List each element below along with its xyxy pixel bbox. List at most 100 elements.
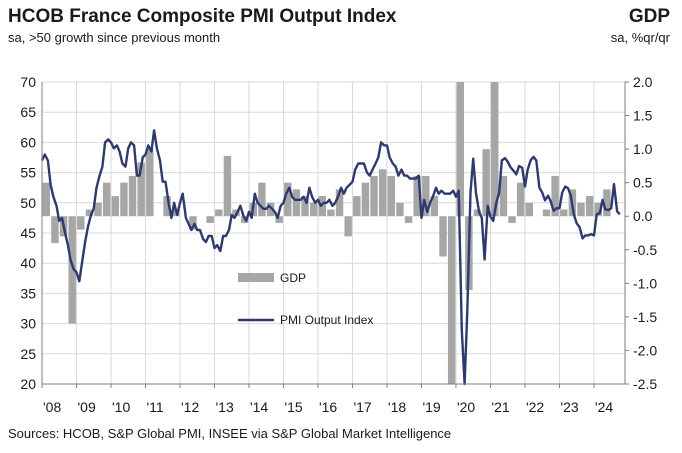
gdp-bar xyxy=(396,202,404,217)
legend-label-pmi: PMI Output Index xyxy=(280,313,373,327)
gdp-bar xyxy=(318,196,327,217)
gdp-bar xyxy=(68,216,76,324)
gdp-bar xyxy=(551,175,559,217)
gdp-bar xyxy=(577,202,585,217)
gdp-bar xyxy=(439,216,447,257)
left-tick-label: 35 xyxy=(20,285,36,301)
gdp-bar xyxy=(128,175,137,217)
gdp-bar xyxy=(275,216,283,223)
gdp-bar xyxy=(430,196,439,217)
gdp-bar xyxy=(189,216,197,230)
chart-subtitle: sa, >50 growth since previous month xyxy=(8,30,221,45)
gdp-bar xyxy=(378,169,387,217)
gdp-bar xyxy=(327,209,335,217)
gdp-bar xyxy=(266,202,275,217)
x-tick-label: '11 xyxy=(146,399,163,415)
gdp-bar xyxy=(102,182,111,217)
gdp-bar xyxy=(223,155,232,217)
gdp-bar xyxy=(77,216,85,230)
gdp-bar xyxy=(42,182,51,217)
gdp-bar xyxy=(370,175,378,217)
gdp-bar xyxy=(206,216,214,223)
gridlines xyxy=(41,81,625,385)
right-tick-label: 0.0 xyxy=(633,208,653,224)
gdp-bar xyxy=(482,149,490,217)
x-tick-label: '15 xyxy=(284,399,302,415)
x-tick-label: '17 xyxy=(353,399,371,415)
gdp-bar xyxy=(111,196,120,217)
legend-label-gdp: GDP xyxy=(280,271,306,285)
gdp-bar xyxy=(146,149,154,217)
left-tick-label: 50 xyxy=(20,195,36,211)
gdp-bar xyxy=(499,175,508,217)
gdp-bar xyxy=(585,196,594,217)
left-tick-label: 55 xyxy=(20,165,36,181)
right-tick-label: 1.0 xyxy=(633,141,653,157)
gdp-bar xyxy=(387,175,395,217)
right-tick-label: -2.5 xyxy=(633,376,657,392)
axes: 20 25 30 35 40 45 50 55 60 65 70 2.0 1.5 1.0 0.5 0.0 -0.… xyxy=(20,74,657,415)
gdp-bar xyxy=(516,182,525,217)
gdp-bar xyxy=(309,202,318,217)
x-tick-label: '21 xyxy=(491,399,509,415)
right-tick-label: -0.5 xyxy=(633,242,657,258)
x-tick-label: '23 xyxy=(560,399,578,415)
x-tick-label: '19 xyxy=(422,399,440,415)
gdp-bar xyxy=(560,209,568,217)
x-tick-label: '13 xyxy=(215,399,233,415)
pmi-line-layer xyxy=(40,129,621,386)
source-note: Sources: HCOB, S&P Global PMI, INSEE via… xyxy=(8,426,452,441)
legend: GDP PMI Output Index xyxy=(238,271,373,327)
gdp-bar xyxy=(594,202,602,217)
x-tick-label: '16 xyxy=(319,399,337,415)
right-tick-label: -1.0 xyxy=(633,275,657,291)
pmi-line xyxy=(40,129,621,386)
gdp-bar xyxy=(525,202,533,217)
x-tick-label: '24 xyxy=(595,399,613,415)
gdp-bar xyxy=(542,209,551,217)
gdp-bar xyxy=(85,209,94,217)
x-tick-label: '08 xyxy=(43,399,61,415)
gdp-bar xyxy=(120,182,128,217)
x-tick-label: '09 xyxy=(77,399,95,415)
right-tick-label: 1.5 xyxy=(633,108,653,124)
left-tick-label: 45 xyxy=(20,225,36,241)
gdp-bar xyxy=(94,202,102,217)
gdp-bar xyxy=(335,189,344,217)
legend-swatch-gdp xyxy=(238,273,274,282)
right-axis-subtitle: sa, %qr/qr xyxy=(610,30,670,45)
gdp-bar xyxy=(413,175,421,217)
gdp-bar xyxy=(491,82,499,217)
gdp-bar xyxy=(284,182,292,217)
gdp-bar xyxy=(361,182,370,217)
right-tick-label: -1.5 xyxy=(633,309,657,325)
gdp-bar xyxy=(353,196,361,217)
gdp-bar xyxy=(344,216,352,237)
x-tick-label: '22 xyxy=(526,399,544,415)
gdp-bar xyxy=(422,175,430,217)
gdp-bar xyxy=(404,216,413,223)
left-tick-label: 40 xyxy=(20,255,36,271)
gdp-bar xyxy=(215,209,223,217)
right-tick-label: 2.0 xyxy=(633,74,653,90)
left-tick-label: 30 xyxy=(20,316,36,332)
left-tick-label: 60 xyxy=(20,134,36,150)
gdp-bar xyxy=(456,82,464,217)
gdp-bar xyxy=(258,182,266,217)
left-tick-label: 65 xyxy=(20,104,36,120)
left-tick-label: 20 xyxy=(20,376,36,392)
x-tick-label: '10 xyxy=(112,399,130,415)
gdp-bar xyxy=(603,189,611,217)
gdp-bar xyxy=(447,216,456,384)
gdp-bar xyxy=(292,189,301,217)
left-tick-label: 25 xyxy=(20,346,36,362)
chart-title: HCOB France Composite PMI Output Index xyxy=(8,6,397,27)
gdp-bar xyxy=(301,196,309,217)
x-tick-label: '18 xyxy=(388,399,406,415)
gdp-bar xyxy=(137,162,145,217)
gdp-bar xyxy=(473,209,482,217)
right-axis-title: GDP xyxy=(628,6,670,27)
x-tick-label: '20 xyxy=(457,399,475,415)
right-tick-label: -2.0 xyxy=(633,342,657,358)
